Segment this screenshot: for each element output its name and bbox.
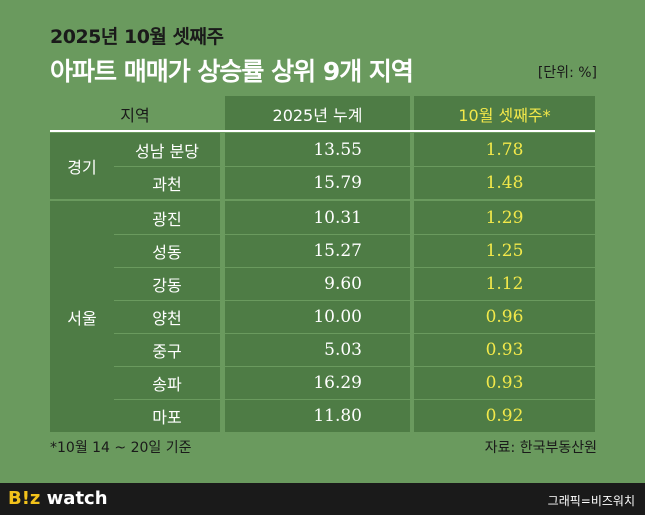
row-separator [225,166,410,167]
chart-title: 아파트 매매가 상승률 상위 9개 지역 [50,57,414,86]
row-separator [414,166,595,167]
row-separator [114,300,220,301]
week-value: 1.29 [485,207,524,228]
week-column-bg [414,201,595,432]
graphic-credit: 그래픽=비즈워치 [547,494,635,508]
area-cell: 중구 [152,341,182,361]
row-separator [114,166,220,167]
area-cell: 과천 [152,174,182,194]
unit-label: [단위: %] [537,65,597,81]
row-separator [225,333,410,334]
row-separator [414,300,595,301]
row-separator [414,234,595,235]
area-cell: 송파 [152,374,182,394]
cumulative-value: 10.31 [313,207,362,228]
row-separator [225,399,410,400]
data-table: 지역 2025년 누계 10월 셋째주* 경기 성남 분당 13.55 1.78 과천 1… [50,96,595,432]
row-separator [225,267,410,268]
cumulative-value: 11.80 [313,405,362,426]
row-separator [114,333,220,334]
group-label-0: 경기 [50,133,114,199]
logo-bz: B!z [8,488,41,509]
row-separator [414,399,595,400]
area-cell: 양천 [152,308,182,328]
cumulative-value: 10.00 [313,306,362,327]
row-separator [414,267,595,268]
cumulative-value: 15.27 [313,240,362,261]
row-separator [414,366,595,367]
row-separator [114,399,220,400]
header-week: 10월 셋째주* [414,96,595,131]
area-cell: 강동 [152,275,182,295]
group-label-1: 서울 [50,201,114,432]
week-value: 1.48 [485,172,524,193]
week-value: 0.96 [485,306,524,327]
source-note: 자료: 한국부동산원 [484,440,597,456]
area-cell: 성남 분당 [135,141,199,161]
footer-bar: B!z watch 그래픽=비즈워치 [0,483,645,515]
bizwatch-logo: B!z watch [8,488,108,509]
cumulative-value: 9.60 [324,273,362,294]
cumulative-value: 5.03 [324,339,362,360]
row-separator [114,234,220,235]
chart-subtitle: 2025년 10월 셋째주 [50,26,224,48]
row-separator [225,300,410,301]
header-cumulative: 2025년 누계 [225,96,410,131]
week-value: 1.12 [485,273,524,294]
week-value: 0.92 [485,405,524,426]
cumulative-value: 13.55 [313,139,362,160]
row-separator [114,366,220,367]
week-value: 1.78 [485,139,524,160]
cumulative-value: 15.79 [313,172,362,193]
header-divider [50,130,595,132]
week-value: 0.93 [485,372,524,393]
row-separator [225,234,410,235]
logo-watch: watch [40,488,108,509]
area-cell: 광진 [152,209,182,229]
header-region: 지역 [120,105,150,125]
row-separator [414,333,595,334]
week-value: 1.25 [485,240,524,261]
week-value: 0.93 [485,339,524,360]
cumulative-column-bg [225,201,410,432]
footnote: *10월 14 ~ 20일 기준 [50,440,192,456]
area-column-bg [114,201,220,432]
cumulative-value: 16.29 [313,372,362,393]
area-cell: 성동 [152,242,182,262]
row-separator [114,267,220,268]
row-separator [225,366,410,367]
area-cell: 마포 [152,407,182,427]
